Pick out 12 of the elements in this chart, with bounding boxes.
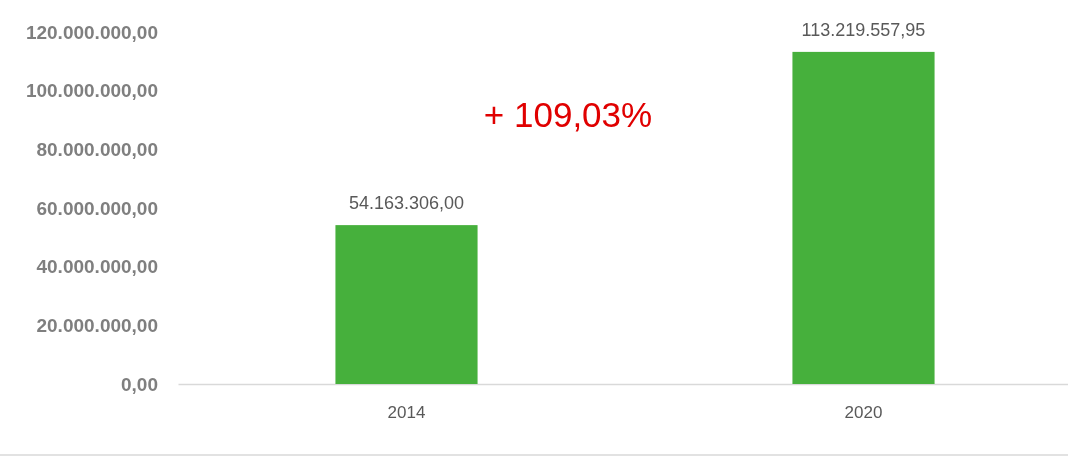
data-label: 113.219.557,95: [801, 19, 926, 40]
y-tick-label: 80.000.000,00: [36, 138, 158, 160]
data-label: 54.163.306,00: [348, 193, 465, 214]
y-tick-label: 0,00: [121, 373, 158, 395]
y-tick-label: 100.000.000,00: [25, 80, 158, 102]
annotation: + 109,03%: [483, 95, 653, 134]
x-tick-label: 2020: [844, 403, 883, 423]
y-tick-label: 40.000.000,00: [36, 256, 158, 278]
y-tick-label: 120.000.000,00: [25, 21, 158, 43]
y-tick-label: 60.000.000,00: [36, 197, 158, 219]
x-tick-label: 2014: [387, 403, 426, 423]
y-tick-label: 20.000.000,00: [36, 314, 158, 336]
